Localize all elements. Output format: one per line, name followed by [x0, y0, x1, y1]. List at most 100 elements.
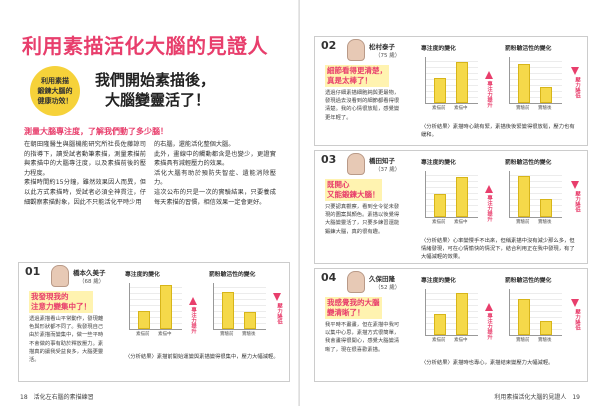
focus-chart: 素描前 素描中 [419, 283, 481, 345]
testimonial-body: 我平時不畫畫，但在素描中我可以集中心思，素描方式很簡單，我會畫得很開心，感覺大腦… [325, 322, 400, 353]
chart-title-focus: 專注度的變化 [421, 46, 456, 52]
stress-chart: 實驗前 實驗後 [503, 51, 565, 113]
bar-before [222, 292, 234, 329]
subtitle-line: 大腦變靈活了！ [105, 91, 211, 109]
stress-down-label: 壓力降低 [574, 77, 580, 99]
bar-after [540, 321, 552, 335]
badge-line: 健康功效！ [37, 97, 73, 105]
page-title: 利用素描活化大腦的見證人 [22, 34, 268, 58]
chart-axis: 實驗前 實驗後 [213, 283, 266, 337]
bar-label: 素描前 [136, 332, 150, 337]
folio-left: 18 活化左右腦的素描練習 [20, 394, 94, 401]
chart-axis: 素描前 素描中 [129, 283, 182, 337]
person-name: 久保田隆 [369, 275, 395, 283]
testimonial-quote: 我感覺我的大腦 變清晰了！ [325, 297, 382, 319]
chart-title-stress: 罰粉驗活性的變化 [505, 278, 552, 284]
bar-label: 實驗後 [538, 338, 552, 343]
testimonial-quote: 既開心 又能鍛鍊大腦！ [325, 179, 382, 201]
bar-label: 素描前 [432, 106, 446, 111]
focus-up-label: 專注力提升 [486, 313, 492, 340]
testimonial-body: 只要認真觀察，看到全令從未發現的圖案與顏色。素描以後覺得大腦變靈活了，只要多練習… [325, 204, 400, 235]
lead-heading: 測量大腦專注度，了解我們動了多少腦！ [24, 127, 168, 136]
down-arrow-icon [273, 293, 281, 301]
focus-up-label: 專注力提升 [190, 307, 196, 334]
stress-chart: 實驗前 實驗後 [503, 165, 565, 227]
focus-chart: 素描前 素描中 [419, 51, 481, 113]
chart-axis: 實驗前 實驗後 [509, 57, 562, 111]
up-arrow-icon [485, 71, 493, 79]
up-arrow-icon [485, 303, 493, 311]
chart-title-stress: 罰粉驗活性的變化 [505, 160, 552, 166]
analysis-result: 〈分析結果〉素描時也專心，素描結束變壓力大幅減輕。 [421, 360, 554, 366]
case-number: 01 [25, 265, 41, 278]
stress-down-label: 壓力降低 [574, 191, 580, 213]
person-age: （68 歲） [79, 279, 105, 285]
portrait-avatar [347, 271, 365, 293]
bar-after [540, 199, 552, 217]
quote-line: 細節看得更清楚， [327, 66, 387, 75]
badge-line: 利用素描 [41, 77, 69, 85]
folio-right: 利用素描活化大腦的見證人 19 [494, 394, 580, 401]
stress-down-label: 壓力降低 [276, 303, 282, 325]
testimonial-body: 透過素描看山平常動作，發現離色與形狀都不同了。我發現自己由於素描而變集中，做一些… [29, 316, 104, 364]
person-name: 橋田知子 [369, 157, 395, 165]
quote-line: 變清晰了！ [327, 308, 365, 317]
stress-chart: 實驗前 實驗後 [207, 277, 269, 339]
bar-before [434, 78, 446, 103]
bar-during [456, 293, 468, 335]
focus-up-label: 專注力提升 [486, 195, 492, 222]
portrait-avatar [347, 153, 365, 175]
case-card-03: 03 橋田知子 （37 歲） 既開心 又能鍛鍊大腦！ 只要認真觀察，看到全令從未… [314, 150, 588, 264]
chart-title-focus: 專注度的變化 [421, 160, 456, 166]
testimonial-quote: 我發現我的 注意力變集中了！ [29, 291, 93, 313]
bar-label: 實驗後 [538, 106, 552, 111]
chart-axis: 素描前 素描中 [425, 289, 478, 343]
bar-label: 素描前 [432, 338, 446, 343]
bar-during [456, 177, 468, 217]
down-arrow-icon [571, 67, 579, 75]
bar-label: 素描中 [158, 332, 172, 337]
subtitle: 我們開始素描後， 大腦變靈活了！ [95, 70, 215, 110]
health-badge: 利用素描 鍛鍊大腦的 健康功效！ [30, 66, 80, 116]
chart-title-focus: 專注度的變化 [421, 278, 456, 284]
bar-label: 素描前 [432, 220, 446, 225]
bar-label: 素描中 [454, 106, 468, 111]
bar-before [434, 194, 446, 217]
analysis-result: 〈分析結果〉素描前開始運變與素描變得很集中，壓力大幅減輕。 [125, 354, 279, 360]
right-page: 02 松村泰子 （75 歲） 細節看得更清楚， 真是太棒了！ 透過仔細素描細胞鈍… [300, 0, 600, 406]
focus-chart: 素描前 素描中 [419, 165, 481, 227]
subtitle-line: 我們開始素描後， [95, 71, 216, 89]
quote-line: 注意力變集中了！ [31, 302, 91, 311]
case-card-04: 04 久保田隆 （52 歲） 我感覺我的大腦 變清晰了！ 我平時不畫畫，但在素描… [314, 268, 588, 382]
bar-label: 素描中 [454, 220, 468, 225]
chart-axis: 實驗前 實驗後 [509, 171, 562, 225]
badge-line: 鍛鍊大腦的 [37, 87, 73, 95]
person-age: （75 歲） [375, 53, 401, 59]
person-age: （37 歲） [375, 167, 401, 173]
bar-label: 實驗前 [516, 220, 530, 225]
bar-before [434, 314, 446, 335]
case-number: 02 [321, 39, 337, 52]
person-name: 松村泰子 [369, 43, 395, 51]
bar-after [244, 312, 256, 329]
bar-before [518, 176, 530, 217]
case-number: 04 [321, 271, 337, 284]
down-arrow-icon [571, 181, 579, 189]
bar-label: 實驗前 [516, 338, 530, 343]
chart-title-focus: 專注度的變化 [125, 272, 160, 278]
testimonial-body: 透過仔細素描細胞鈍與更最物，發現過去沒看到的細節都看得很清楚。我的心情很放鬆，感… [325, 90, 400, 121]
quote-line: 既開心 [327, 180, 350, 189]
testimonial-quote: 細節看得更清楚， 真是太棒了！ [325, 65, 389, 87]
up-arrow-icon [189, 297, 197, 305]
up-arrow-icon [485, 185, 493, 193]
focus-chart: 素描前 素描中 [123, 277, 185, 339]
bar-label: 實驗後 [242, 332, 256, 337]
bar-label: 素描中 [454, 338, 468, 343]
stress-down-label: 壓力降低 [574, 309, 580, 331]
case-number: 03 [321, 153, 337, 166]
bar-during [160, 285, 172, 329]
person-age: （52 歲） [375, 285, 401, 291]
down-arrow-icon [571, 299, 579, 307]
quote-line: 又能鍛鍊大腦！ [327, 190, 380, 199]
